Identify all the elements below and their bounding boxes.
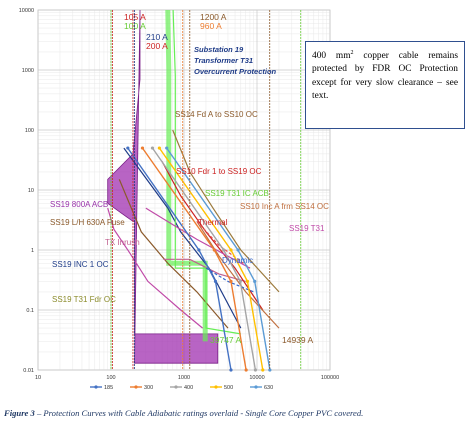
chart-annotation: Thermal xyxy=(198,218,228,227)
x-tick-label: 1000 xyxy=(178,375,190,381)
cable-series-point xyxy=(212,248,216,252)
cable-series-point xyxy=(126,146,130,150)
chart-annotation: SS19 T31 Fdr OC xyxy=(52,295,116,304)
legend-marker xyxy=(134,385,138,389)
marker-label: 210 A xyxy=(146,32,168,42)
caption-label: Figure 3 xyxy=(4,408,35,418)
cable-series-point xyxy=(229,279,233,283)
protection-curve xyxy=(205,267,254,293)
cable-series-line xyxy=(151,147,257,371)
chart-annotation: Overcurrent Protection xyxy=(194,67,277,76)
y-tick-label: 10000 xyxy=(19,8,34,14)
protection-curve xyxy=(172,129,280,293)
cable-series-point xyxy=(229,248,233,252)
cable-series-point xyxy=(140,146,145,150)
cable-series-point xyxy=(222,248,226,252)
chart-annotation: Transformer T31 xyxy=(194,56,253,65)
cable-series-line xyxy=(166,147,271,371)
cable-series-point xyxy=(238,279,242,283)
marker-label: 960 A xyxy=(200,21,222,31)
protection-curve xyxy=(107,207,203,329)
cable-series-point xyxy=(157,146,161,150)
callout-text-prefix: 400 mm xyxy=(312,51,351,62)
cable-series-point xyxy=(213,279,218,283)
legend-marker xyxy=(94,385,98,389)
chart-annotation: SS10 Inc A frm SS14 OC xyxy=(240,202,329,211)
chart-annotation: Substation 19 xyxy=(194,45,244,54)
protection-curve xyxy=(145,207,251,269)
y-tick-label: 1 xyxy=(31,248,34,254)
caption-text: – Protection Curves with Cable Adiabatic… xyxy=(34,408,364,418)
protection-curve xyxy=(172,9,241,335)
cable-series-line xyxy=(158,147,264,371)
cable-series-point xyxy=(268,368,272,372)
cable-series-line xyxy=(141,147,247,371)
legend-marker xyxy=(174,385,178,389)
y-tick-label: 10 xyxy=(28,188,34,194)
chart-annotation: Dynamic xyxy=(222,256,253,265)
cable-series-point xyxy=(165,146,169,150)
legend-label: 185 xyxy=(104,385,113,391)
callout-superscript: 2 xyxy=(350,50,354,56)
chart-annotation: SS19 800A ACB xyxy=(50,200,108,209)
protection-curve xyxy=(163,258,246,282)
protection-curve xyxy=(196,221,280,329)
cable-series-point xyxy=(150,146,155,150)
chart-annotation: SS19 T31 xyxy=(289,224,325,233)
y-tick-label: 100 xyxy=(25,128,34,134)
legend-label: 630 xyxy=(264,385,273,391)
cable-series-point xyxy=(261,368,265,372)
cable-series-point xyxy=(197,248,201,252)
marker-label: 1200 A xyxy=(200,12,227,22)
chart-svg: 10 100 1000 10000 100000 0.01 0.1 1 10 100 1000 100… xyxy=(19,8,339,391)
x-tick-label: 10 xyxy=(35,375,41,381)
chart-annotation: SS19 T31 IC ACB xyxy=(205,189,269,198)
x-tick-label: 10000 xyxy=(249,375,264,381)
protection-curve xyxy=(161,161,264,311)
legend-marker xyxy=(254,385,258,389)
cable-series-point xyxy=(253,279,257,283)
chart-annotation: SS19 INC 1 OC xyxy=(52,260,109,269)
cable-series-point xyxy=(245,279,250,283)
chart-annotation: SS14 Fd A to SS10 OC xyxy=(175,110,258,119)
cable-series-point xyxy=(253,368,257,372)
legend-label: 300 xyxy=(144,385,153,391)
cable-series-point xyxy=(236,248,240,252)
protection-curve xyxy=(118,179,229,329)
cable-series-point xyxy=(244,368,248,372)
marker-label: 39747 A xyxy=(210,335,242,345)
legend-label: 400 xyxy=(184,385,193,391)
callout-text: copper cable remains protected by FDR OC… xyxy=(312,51,458,102)
protection-curves-chart: 10 100 1000 10000 100000 0.01 0.1 1 10 100 1000 100… xyxy=(19,8,339,391)
y-tick-label: 1000 xyxy=(22,68,34,74)
cable-series-line xyxy=(127,147,232,371)
figure-caption: Figure 3 – Protection Curves with Cable … xyxy=(4,407,470,419)
legend-marker xyxy=(214,385,218,389)
marker-label: 200 A xyxy=(146,41,168,51)
chart-annotation: SS10 Fdr 1 to SS19 OC xyxy=(176,167,262,176)
chart-annotation: TX Inrush xyxy=(105,238,140,247)
x-tick-label: 100000 xyxy=(321,375,339,381)
chart-annotation: SS19 L/H 630A Fuse xyxy=(50,218,125,227)
acb-region xyxy=(107,9,219,364)
y-tick-label: 0.01 xyxy=(23,368,34,374)
marker-label: 14939 A xyxy=(282,335,314,345)
marker-label: 100 A xyxy=(124,21,146,31)
callout-box: 400 mm2 copper cable remains protected b… xyxy=(305,41,465,129)
y-tick-label: 0.1 xyxy=(26,308,34,314)
ic-acb-band xyxy=(165,9,208,342)
x-tick-label: 100 xyxy=(106,375,115,381)
legend-label: 500 xyxy=(224,385,233,391)
marker-label: 105 A xyxy=(124,12,146,22)
cable-series-point xyxy=(229,368,233,372)
protection-curve xyxy=(196,220,251,269)
